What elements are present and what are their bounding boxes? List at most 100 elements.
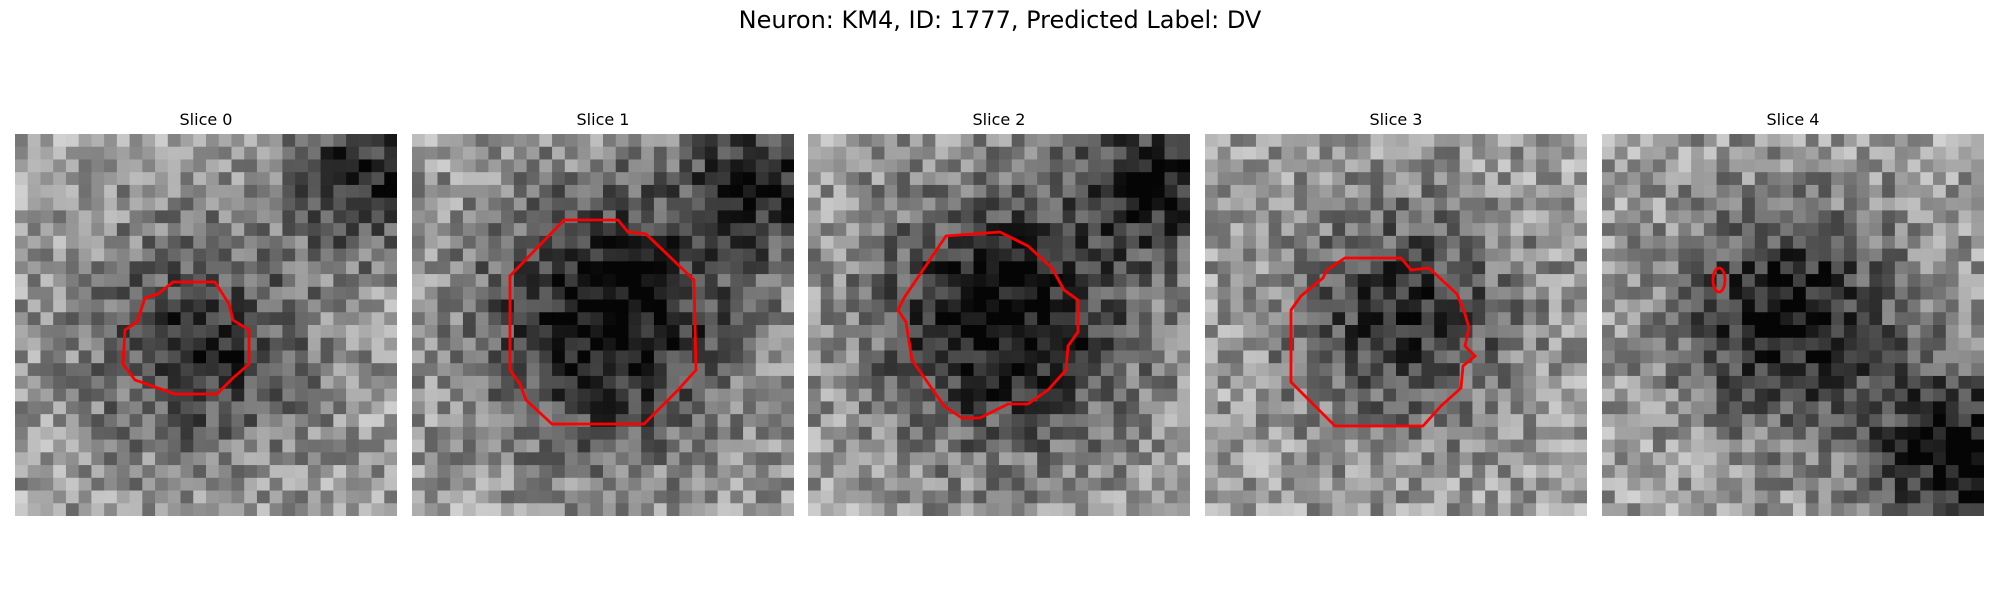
pixel [808,184,822,199]
pixel [1793,363,1807,377]
pixel [1602,426,1616,441]
pixel [960,159,975,173]
pixel [1434,465,1448,479]
pixel [1319,439,1333,453]
pixel [320,184,334,199]
pixel [526,363,540,377]
pixel [1831,261,1845,275]
pixel [935,261,949,275]
pixel [488,503,502,516]
pixel [1818,465,1832,479]
pixel [1151,172,1166,186]
pixel [295,375,309,390]
pixel [1793,388,1807,402]
pixel [1536,388,1550,402]
pixel [781,503,794,516]
pixel [999,286,1013,301]
pixel [1856,401,1870,415]
pixel [437,223,451,237]
pixel [526,248,540,262]
pixel [1357,503,1372,516]
pixel [1177,490,1190,504]
pixel [704,261,719,275]
pixel [1640,286,1654,301]
pixel [1164,452,1178,466]
pixel [27,223,42,237]
pixel [155,261,169,275]
pixel [1561,286,1575,301]
pixel [526,490,540,504]
pixel [755,159,770,173]
pixel [1971,503,1984,516]
pixel [526,350,540,364]
pixel [129,414,143,428]
pixel [833,274,847,288]
pixel [1243,350,1257,364]
pixel [1818,134,1832,148]
pixel [999,350,1013,364]
pixel [371,490,385,504]
pixel [999,248,1013,262]
pixel [475,363,489,377]
pixel [1497,350,1512,364]
pixel [1345,363,1359,377]
pixel [641,312,655,326]
pixel [295,312,309,326]
pixel [653,210,668,224]
pixel [1255,363,1270,377]
pixel [1497,235,1512,250]
pixel [1485,401,1499,415]
pixel [65,452,80,466]
pixel [218,248,233,262]
pixel [1113,490,1127,504]
pixel [475,172,489,186]
pixel [412,184,426,199]
pixel [577,134,591,148]
pixel [167,452,182,466]
pixel [1011,375,1026,390]
pixel [437,312,451,326]
pixel [1294,465,1308,479]
pixel [424,325,439,339]
pixel [193,172,207,186]
pixel [590,465,604,479]
pixel [1049,350,1064,364]
pixel [1652,210,1667,224]
pixel [1294,274,1308,288]
pixel [590,490,604,504]
pixel [295,159,309,173]
pixel [1793,134,1807,148]
pixel [960,388,975,402]
pixel [1703,490,1718,504]
pixel [1243,235,1257,250]
pixel [1332,172,1346,186]
pixel [1088,325,1102,339]
pixel [1281,363,1295,377]
pixel [1049,465,1064,479]
pixel [1472,210,1486,224]
pixel [320,197,334,211]
pixel [1151,439,1166,453]
pixel [743,312,757,326]
pixel [1640,184,1654,199]
pixel [909,337,924,352]
pixel [1126,388,1140,402]
pixel [1627,312,1641,326]
pixel [78,184,92,199]
pixel [1230,325,1244,339]
pixel [167,248,182,262]
pixel [1945,223,1960,237]
pixel [282,274,296,288]
pixel [577,350,591,364]
pixel [1602,172,1616,186]
pixel [1882,350,1896,364]
pixel [1523,477,1537,492]
pixel [1754,375,1769,390]
pixel [1037,439,1051,453]
pixel [846,337,860,352]
pixel [193,350,207,364]
pixel [1472,426,1486,441]
pixel [1793,312,1807,326]
pixel [730,477,744,492]
pixel [65,414,80,428]
